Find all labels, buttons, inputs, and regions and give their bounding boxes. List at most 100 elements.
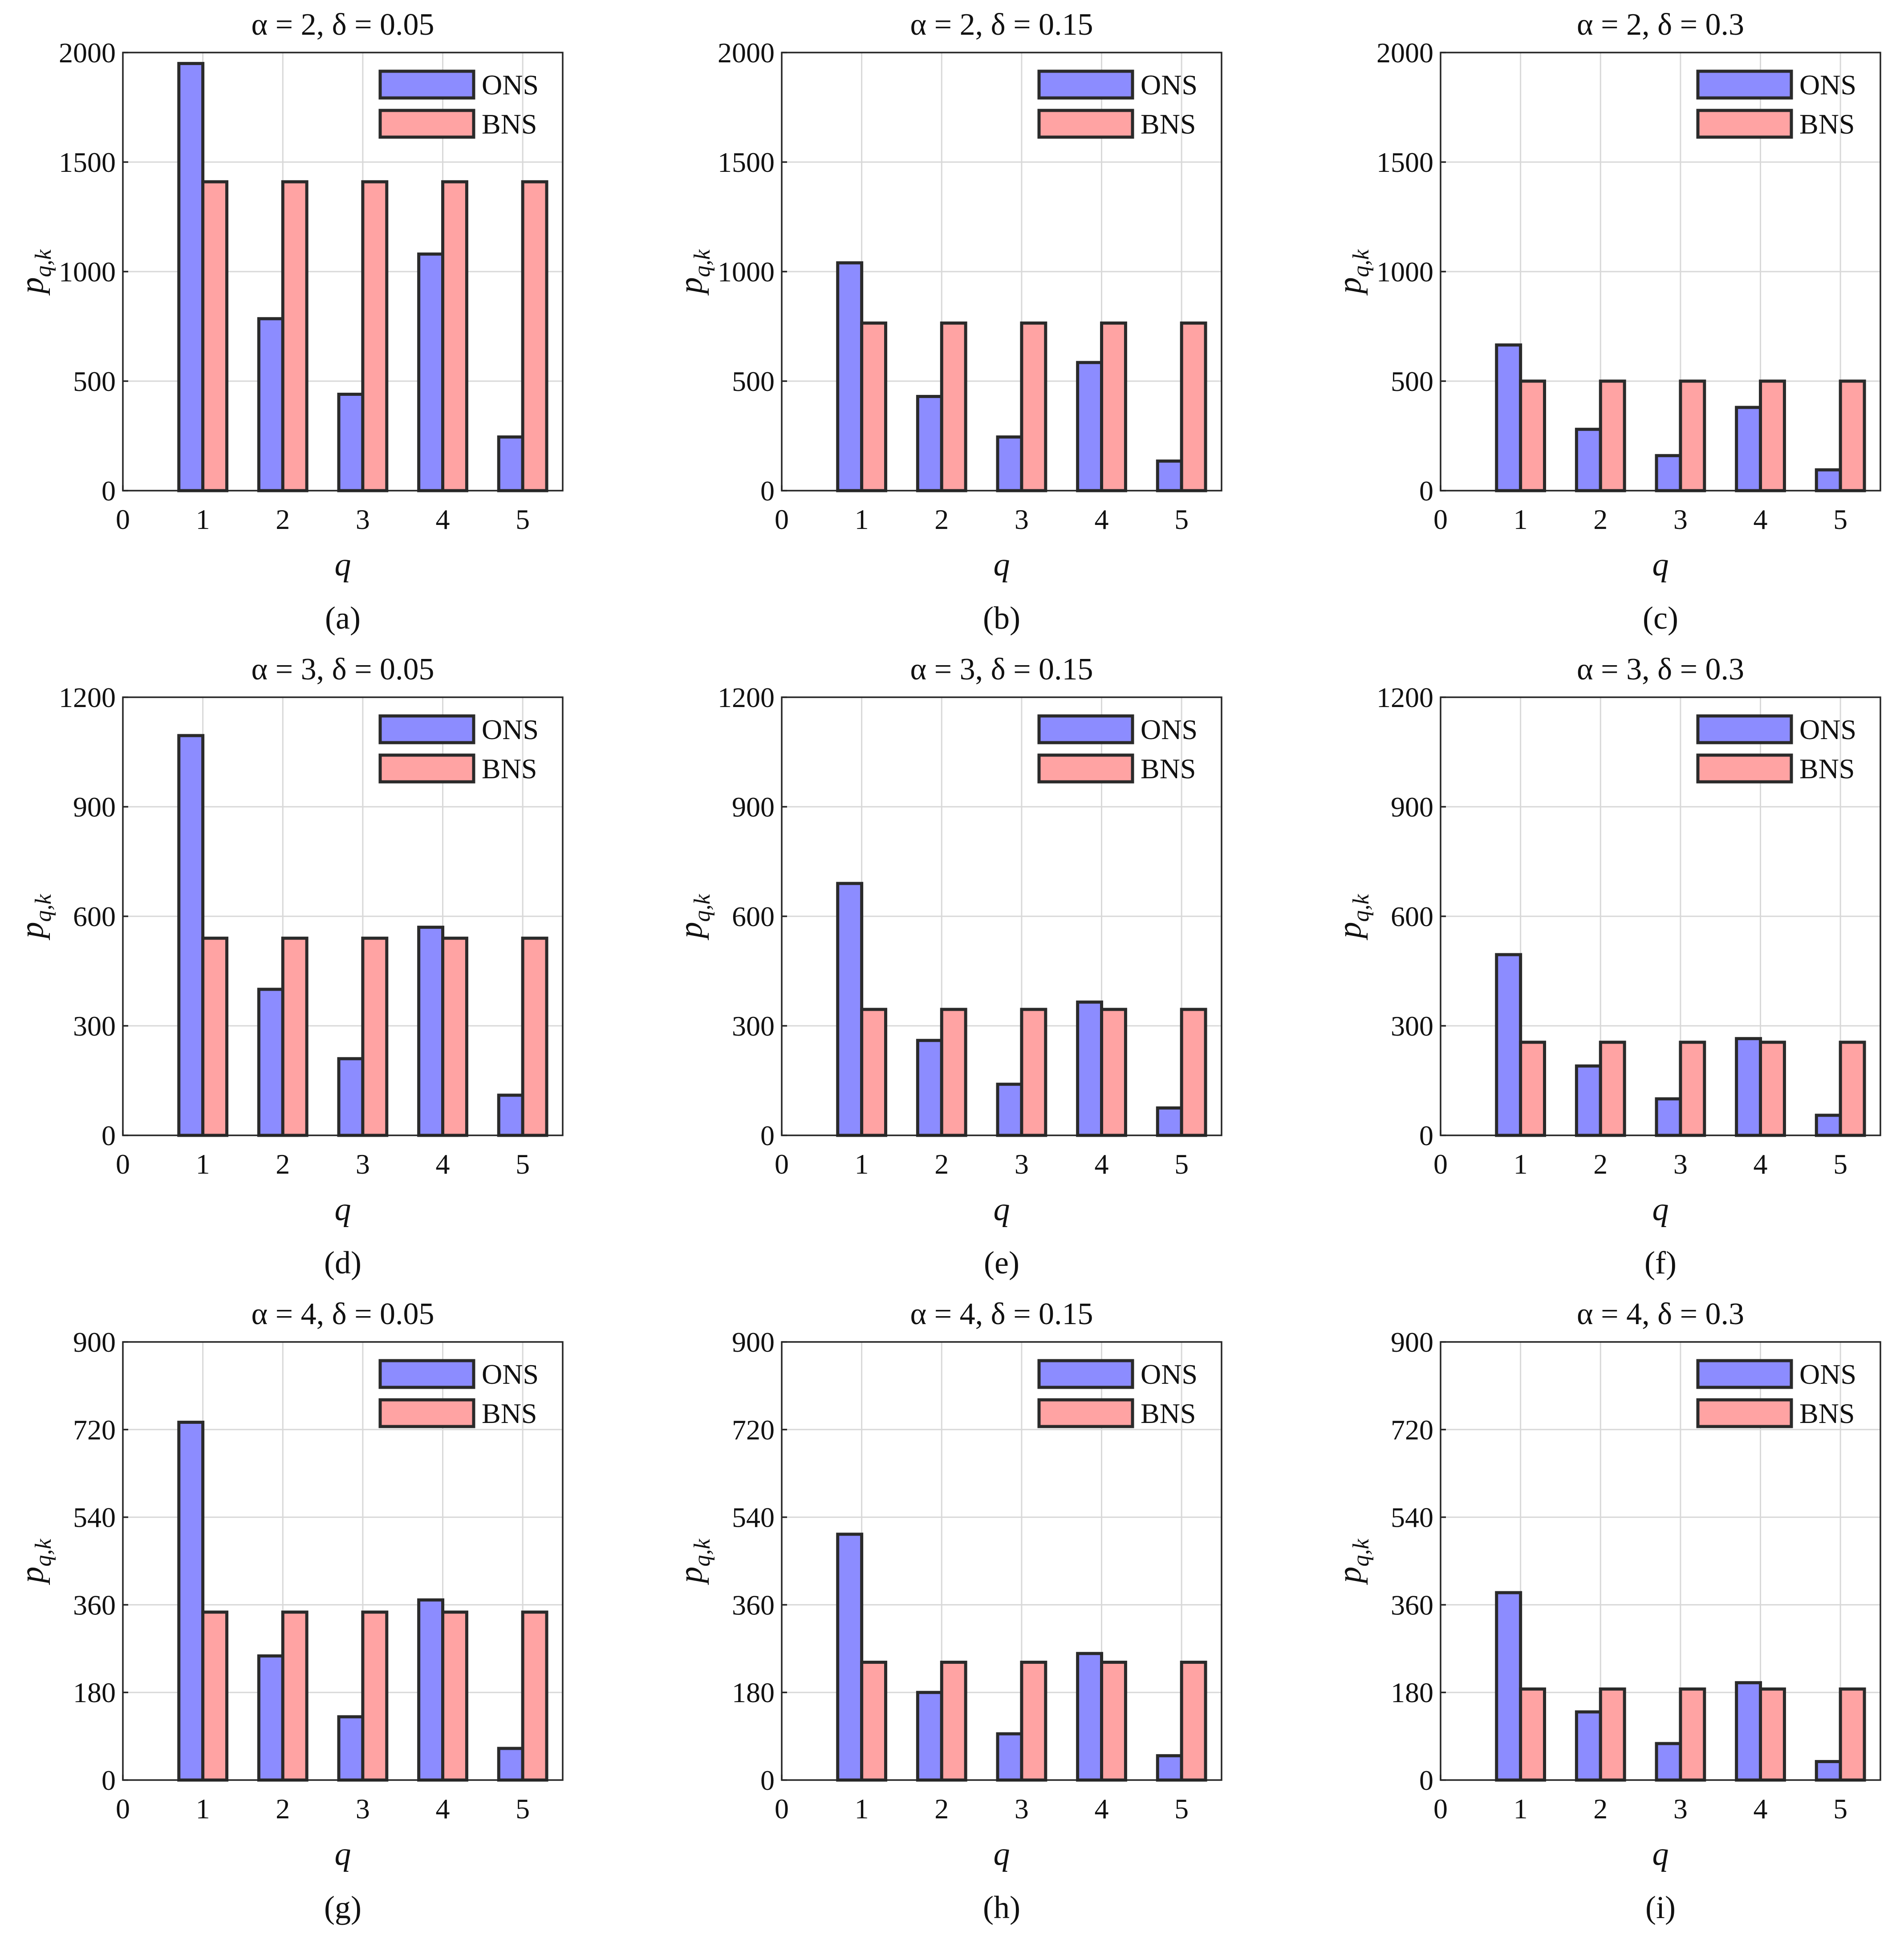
y-axis-label-main: p [14, 922, 50, 941]
panel-g: 0 180 360 540 720 900 0 1 2 3 4 5 α = 4, δ = 0.05 q pq… [14, 1297, 564, 1925]
bar-bns-q1 [1519, 379, 1547, 492]
bar-ons-q5 [1815, 1114, 1842, 1137]
y-tick-label: 2000 [59, 37, 116, 69]
y-tick-label: 0 [1419, 475, 1433, 507]
x-tick-label: 4 [1754, 1793, 1768, 1825]
y-tick-label: 500 [732, 366, 775, 397]
bar-ons-q5 [1156, 1106, 1183, 1137]
legend-swatch-ons [1696, 714, 1793, 744]
x-tick-label: 2 [276, 1148, 290, 1180]
y-tick-label: 1000 [1376, 256, 1433, 288]
bar-ons-q2 [257, 317, 284, 492]
chart-title: α = 2, δ = 0.3 [1577, 8, 1744, 42]
bar-bns-q3 [1679, 379, 1706, 492]
x-tick-label: 1 [855, 504, 869, 535]
x-tick-label: 0 [116, 504, 130, 535]
x-tick-label: 1 [1514, 504, 1528, 535]
bar-ons-q3 [996, 435, 1023, 492]
x-tick-label: 5 [1174, 1793, 1189, 1825]
y-tick-label: 300 [732, 1010, 775, 1042]
y-tick-label: 900 [73, 791, 116, 823]
x-tick-label: 0 [775, 504, 789, 535]
panel-caption: (c) [1643, 600, 1678, 636]
y-tick-label: 2000 [718, 37, 775, 69]
bar-ons-q2 [257, 988, 284, 1137]
panel-d: 0 300 600 900 1200 0 1 2 3 4 5 α = 3, δ = 0.05 q pq,k… [14, 652, 564, 1281]
y-tick-label: 360 [732, 1589, 775, 1621]
panel-e: 0 300 600 900 1200 0 1 2 3 4 5 α = 3, δ = 0.15 q pq,k… [673, 652, 1222, 1281]
chart-title: α = 2, δ = 0.05 [251, 8, 434, 42]
x-tick-label: 4 [1095, 1793, 1109, 1825]
bar-ons-q2 [1575, 1710, 1602, 1782]
legend-label-bns: BNS [1141, 753, 1196, 785]
y-axis-label-main: p [673, 922, 709, 941]
bar-ons-q4 [1076, 1652, 1104, 1782]
y-tick-label: 540 [73, 1502, 116, 1533]
y-tick-label: 1500 [718, 146, 775, 178]
bar-ons-q2 [916, 1691, 943, 1782]
y-axis-label-subscript: q,k [31, 1539, 56, 1567]
bar-ons-q1 [1495, 953, 1522, 1137]
bar-bns-q3 [361, 936, 389, 1137]
y-axis-label-main: p [14, 1567, 50, 1585]
x-tick-label: 3 [356, 1793, 370, 1825]
legend-swatch-ons [1696, 1359, 1793, 1389]
chart-title: α = 4, δ = 0.3 [1577, 1297, 1744, 1331]
bar-ons-q5 [1815, 468, 1842, 492]
x-axis-label: q [994, 546, 1010, 583]
y-tick-label: 180 [732, 1677, 775, 1708]
y-tick-label: 900 [73, 1326, 116, 1358]
y-axis-label-subscript: q,k [31, 249, 56, 277]
y-tick-label: 360 [1391, 1589, 1433, 1621]
legend-swatch-ons [378, 69, 475, 100]
panel-b: 0 500 1000 1500 2000 0 1 2 3 4 5 α = 2, δ = 0.15 q pq… [673, 8, 1222, 636]
bar-bns-q3 [361, 1610, 389, 1782]
x-tick-label: 5 [1833, 1793, 1847, 1825]
bar-ons-q3 [1655, 454, 1682, 492]
y-tick-label: 0 [101, 1120, 116, 1151]
x-tick-label: 3 [1015, 1148, 1029, 1180]
legend-swatch-bns [1696, 109, 1793, 139]
panel-a: 0 500 1000 1500 2000 0 1 2 3 4 5 α = 2, δ = 0.05 q pq… [14, 8, 564, 636]
bar-ons-q5 [1156, 1754, 1183, 1782]
legend: ONS BNS [378, 714, 539, 785]
panel-caption: (e) [984, 1245, 1019, 1281]
bar-ons-q3 [337, 1057, 365, 1137]
panel-caption: (a) [325, 600, 361, 636]
y-axis-label-main: p [14, 277, 50, 296]
y-axis-label-main: p [1332, 1567, 1368, 1585]
legend-label-bns: BNS [482, 108, 537, 140]
y-axis-label: pq,k [673, 249, 715, 296]
x-tick-label: 3 [1673, 504, 1688, 535]
x-tick-label: 0 [1433, 1793, 1448, 1825]
x-tick-label: 3 [1673, 1148, 1688, 1180]
bar-bns-q2 [1599, 379, 1626, 492]
x-tick-label: 2 [934, 1793, 949, 1825]
bar-ons-q5 [497, 1094, 524, 1137]
legend-label-ons: ONS [1141, 714, 1198, 745]
legend-label-bns: BNS [1799, 1398, 1855, 1429]
y-axis-label: pq,k [14, 249, 56, 296]
x-tick-label: 4 [436, 1793, 450, 1825]
bar-ons-q1 [177, 62, 205, 492]
bar-bns-q1 [860, 321, 888, 492]
x-tick-label: 5 [516, 1793, 530, 1825]
panel-caption: (g) [324, 1890, 361, 1925]
x-axis-label: q [335, 1836, 351, 1872]
bar-ons-q3 [996, 1082, 1023, 1137]
bar-ons-q1 [836, 1533, 864, 1782]
x-tick-label: 5 [1833, 504, 1847, 535]
bar-ons-q4 [1735, 1681, 1762, 1782]
x-tick-label: 2 [934, 1148, 949, 1180]
legend-swatch-ons [378, 714, 475, 744]
bar-bns-q2 [281, 936, 309, 1137]
bar-bns-q3 [1679, 1041, 1706, 1137]
y-tick-label: 0 [101, 475, 116, 507]
bar-bns-q3 [1020, 1660, 1047, 1782]
x-tick-label: 4 [1754, 504, 1768, 535]
y-tick-label: 0 [1419, 1120, 1433, 1151]
bar-bns-q4 [441, 180, 468, 492]
bar-ons-q3 [337, 393, 365, 492]
legend-label-ons: ONS [482, 714, 539, 745]
bar-ons-q3 [337, 1715, 365, 1782]
